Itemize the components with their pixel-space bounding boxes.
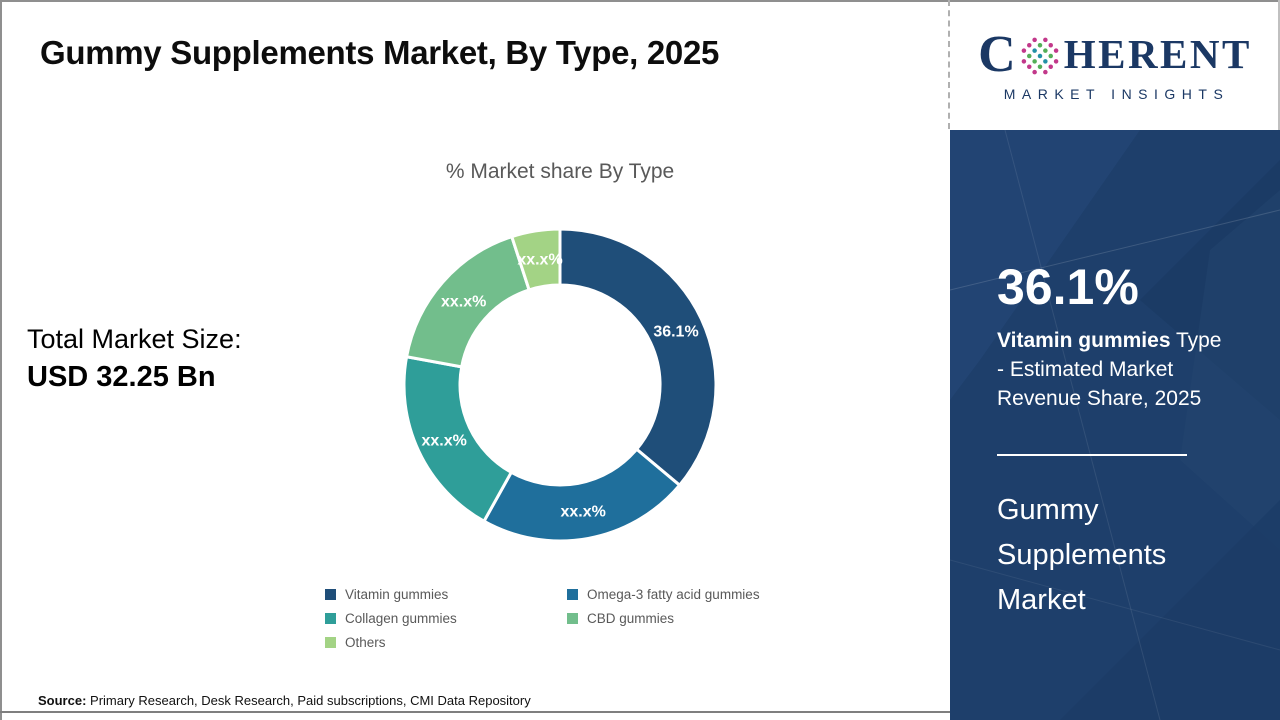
donut-segment-others [509,227,562,292]
sidebar-stat-description: Vitamin gummies Type - Estimated Market … [997,326,1222,413]
legend-swatch [567,589,578,600]
legend-label: Others [345,635,386,650]
source-line: Source: Primary Research, Desk Research,… [38,693,531,708]
source-text: Primary Research, Desk Research, Paid su… [86,693,531,708]
legend-swatch [325,637,336,648]
legend-label: Omega-3 fatty acid gummies [587,587,760,602]
sidebar-panel: 36.1% Vitamin gummies Type - Estimated M… [950,130,1280,720]
legend-item-collagen-gummies: Collagen gummies [325,611,567,626]
sidebar-divider-line [997,454,1187,456]
logo-separator-dashed-line [948,0,950,129]
donut-segment-label: xx.x% [517,251,562,268]
donut-segment-label: xx.x% [422,432,467,449]
legend-swatch [325,589,336,600]
source-label: Source: [38,693,87,708]
total-market-size-value: USD 32.25 Bn [27,361,216,393]
coherent-market-insights-logo: C HERENT MARKET INSIGHTS [950,0,1280,130]
donut-segment-vitamin-gummies [558,227,718,488]
donut-chart: 36.1% xx.x% xx.x% xx.x% xx.x% [402,227,718,543]
donut-segment-label: 36.1% [653,324,698,341]
legend-item-cbd-gummies: CBD gummies [567,611,760,626]
sidebar-market-name: Gummy Supplements Market [997,494,1167,616]
legend-label: Collagen gummies [345,611,457,626]
sidebar-stat-description-rest: Type - Estimated Market Revenue Share, 2… [997,329,1222,410]
legend-swatch [325,613,336,624]
total-market-size-block: Total Market Size: USD 32.25 Bn [27,324,242,394]
legend-item-omega-3-fatty-acid-gummies: Omega-3 fatty acid gummies [567,587,760,602]
sidebar-map-texture [950,130,1280,720]
legend-label: Vitamin gummies [345,587,449,602]
logo-letter-c: C [978,25,1016,83]
legend-item-vitamin-gummies: Vitamin gummies [325,587,567,602]
frame-bottom-border [0,711,950,713]
page-title: Gummy Supplements Market, By Type, 2025 [40,34,720,71]
legend-label: CBD gummies [587,611,675,626]
logo-subtitle: MARKET INSIGHTS [1003,85,1230,102]
chart-title: % Market share By Type [445,160,675,183]
sidebar-stat-value: 36.1% [997,259,1139,315]
legend-item-others: Others [325,635,567,650]
donut-segment-omega-3-fatty-acid-gummies [481,447,682,543]
logo-dotted-globe-icon [1021,37,1059,74]
total-market-size-label: Total Market Size: [27,324,242,354]
chart-legend: Vitamin gummies Omega-3 fatty acid gummie… [325,587,760,650]
frame-left-border [0,0,2,720]
donut-segment-label: xx.x% [561,504,606,521]
frame-top-border [0,0,1280,2]
legend-swatch [567,613,578,624]
donut-segment-label: xx.x% [441,293,486,310]
frame-right-border [1278,0,1280,130]
sidebar-stat-segment-name: Vitamin gummies [997,329,1171,352]
logo-letters-rest: HERENT [1063,31,1252,77]
logo-wordmark: C HERENT [978,25,1252,83]
